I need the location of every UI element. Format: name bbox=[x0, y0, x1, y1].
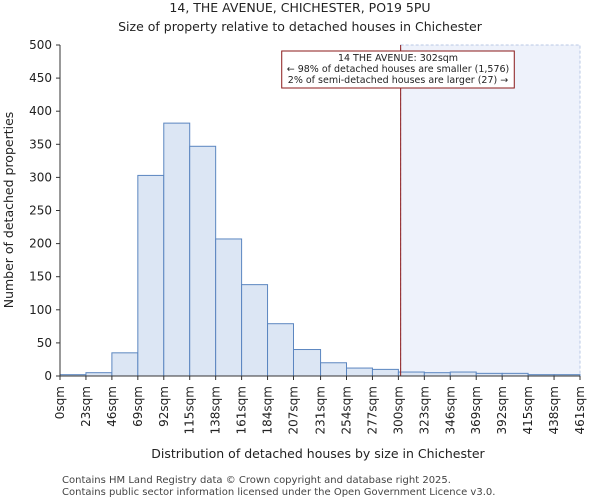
x-tick-label: 23sqm bbox=[79, 386, 93, 427]
x-axis-label: Distribution of detached houses by size … bbox=[151, 446, 485, 461]
y-tick-label: 450 bbox=[29, 71, 52, 85]
x-tick-label: 392sqm bbox=[495, 386, 509, 434]
bar-46sqm bbox=[111, 352, 139, 377]
bar-161sqm bbox=[241, 284, 269, 377]
x-tick-label: 300sqm bbox=[391, 386, 405, 434]
footer-line-2: Contains public sector information licen… bbox=[62, 487, 495, 498]
y-tick-label: 350 bbox=[29, 137, 52, 151]
y-tick-label: 0 bbox=[44, 369, 52, 383]
bar-277sqm bbox=[371, 368, 399, 377]
x-tick-label: 92sqm bbox=[157, 386, 171, 427]
x-tick-label: 231sqm bbox=[314, 386, 328, 434]
bar-207sqm bbox=[292, 349, 322, 377]
annotation-line-1: 14 THE AVENUE: 302sqm bbox=[338, 53, 458, 64]
y-tick-label: 250 bbox=[29, 204, 52, 218]
y-axis-label: Number of detached properties bbox=[1, 112, 16, 309]
x-tick-label: 277sqm bbox=[365, 386, 379, 434]
x-tick-label: 415sqm bbox=[521, 386, 535, 434]
bars-layer bbox=[59, 122, 581, 377]
y-tick-label: 400 bbox=[29, 104, 52, 118]
x-tick-label: 254sqm bbox=[340, 386, 354, 434]
x-tick-label: 138sqm bbox=[209, 386, 223, 434]
x-tick-label: 184sqm bbox=[261, 386, 275, 434]
bar-231sqm bbox=[320, 362, 348, 377]
y-tick-label: 50 bbox=[37, 336, 52, 350]
x-tick-label: 346sqm bbox=[443, 386, 457, 434]
x-tick-label: 0sqm bbox=[53, 386, 67, 419]
x-tick-label: 46sqm bbox=[105, 386, 119, 427]
bar-138sqm bbox=[215, 238, 243, 377]
annotation-box bbox=[281, 50, 515, 89]
x-tick-label: 438sqm bbox=[547, 386, 561, 434]
x-tick-label: 369sqm bbox=[469, 386, 483, 434]
larger-than-property-region bbox=[400, 44, 581, 377]
bar-254sqm bbox=[346, 367, 373, 377]
chart-title: 14, THE AVENUE, CHICHESTER, PO19 5PU bbox=[169, 0, 430, 15]
footer-line-1: Contains HM Land Registry data © Crown c… bbox=[62, 475, 451, 486]
y-tick-label: 200 bbox=[29, 237, 52, 251]
bar-69sqm bbox=[137, 174, 165, 377]
x-tick-label: 323sqm bbox=[417, 386, 431, 434]
y-tick-label: 100 bbox=[29, 303, 52, 317]
bar-184sqm bbox=[267, 323, 294, 377]
y-tick-label: 500 bbox=[29, 38, 52, 52]
x-tick-label: 461sqm bbox=[573, 386, 587, 434]
chart-subtitle: Size of property relative to detached ho… bbox=[118, 19, 483, 34]
y-tick-label: 150 bbox=[29, 270, 52, 284]
bar-115sqm bbox=[189, 145, 217, 377]
y-axis-ticks: 0 50 100 150 200 250 300 350 400 450 500 bbox=[29, 38, 60, 383]
x-tick-label: 161sqm bbox=[235, 386, 249, 434]
annotation-line-3: 2% of semi-detached houses are larger (2… bbox=[288, 75, 508, 86]
y-tick-label: 300 bbox=[29, 170, 52, 184]
bar-92sqm bbox=[163, 122, 191, 377]
x-tick-label: 115sqm bbox=[183, 386, 197, 434]
x-axis-ticks: 0sqm 23sqm 46sqm 69sqm 92sqm 115sqm 138sqm 161s… bbox=[53, 376, 587, 434]
bar-346sqm bbox=[449, 371, 477, 377]
bar-300sqm bbox=[397, 371, 425, 377]
x-tick-label: 207sqm bbox=[286, 386, 300, 434]
annotation-line-2: ← 98% of detached houses are smaller (1,… bbox=[287, 64, 510, 75]
x-tick-label: 69sqm bbox=[131, 386, 145, 427]
